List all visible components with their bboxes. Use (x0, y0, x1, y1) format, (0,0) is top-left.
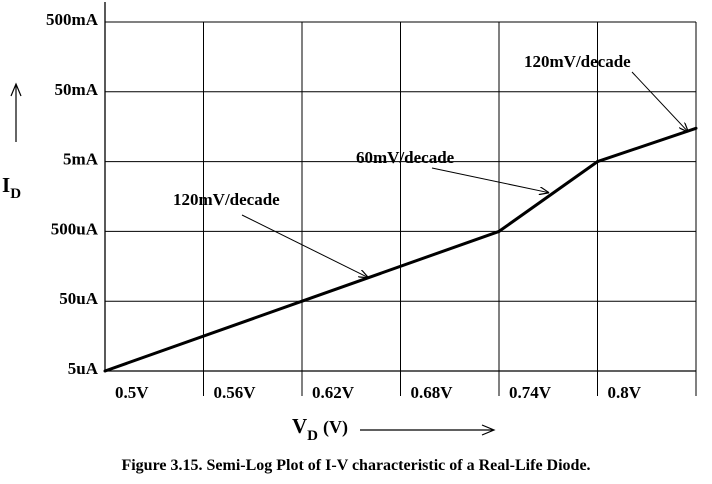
y-axis-label: ID (2, 173, 21, 202)
annotation-arrow (431, 167, 548, 193)
series-layer (103, 126, 698, 373)
data-point (300, 299, 304, 303)
x-tick-label: 0.8V (608, 383, 642, 402)
y-tick-label: 5mA (63, 150, 99, 169)
x-tick-label: 0.62V (312, 383, 355, 402)
y-tick-label: 50uA (59, 289, 98, 308)
data-point (596, 160, 599, 164)
x-tick-label: 0.5V (115, 383, 149, 402)
y-tick-label: 500uA (51, 219, 99, 238)
slope-annotation-label: 120mV/decade (173, 190, 280, 209)
x-tick-label: 0.68V (411, 383, 454, 402)
annotation-layer: 120mV/decade 60mV/decade 120mV/decade (173, 52, 688, 277)
y-tick-label: 50mA (55, 80, 99, 99)
data-point (694, 126, 698, 130)
annotation-arrow (241, 214, 368, 277)
slope-annotation-label: 60mV/decade (356, 148, 455, 167)
x-tick-label: 0.74V (509, 383, 552, 402)
y-tick-label: 5uA (68, 359, 99, 378)
data-point (103, 369, 107, 373)
y-axis-direction-arrow (10, 82, 22, 142)
annotation-arrow (631, 71, 688, 131)
slope-annotation-label: 120mV/decade (524, 52, 631, 71)
x-axis-direction-arrow (360, 424, 496, 436)
x-tick-label: 0.56V (214, 383, 257, 402)
x-axis-label: VD (V) (292, 414, 348, 444)
data-point (497, 229, 501, 233)
grid-layer (104, 2, 697, 396)
tick-label-layer: 5uA 50uA 500uA 5mA 50mA 500mA 0.5V 0.56V 0.62V 0.… (46, 10, 642, 402)
y-tick-label: 500mA (46, 10, 99, 29)
figure-caption: Figure 3.15. Semi-Log Plot of I-V charac… (121, 457, 590, 474)
